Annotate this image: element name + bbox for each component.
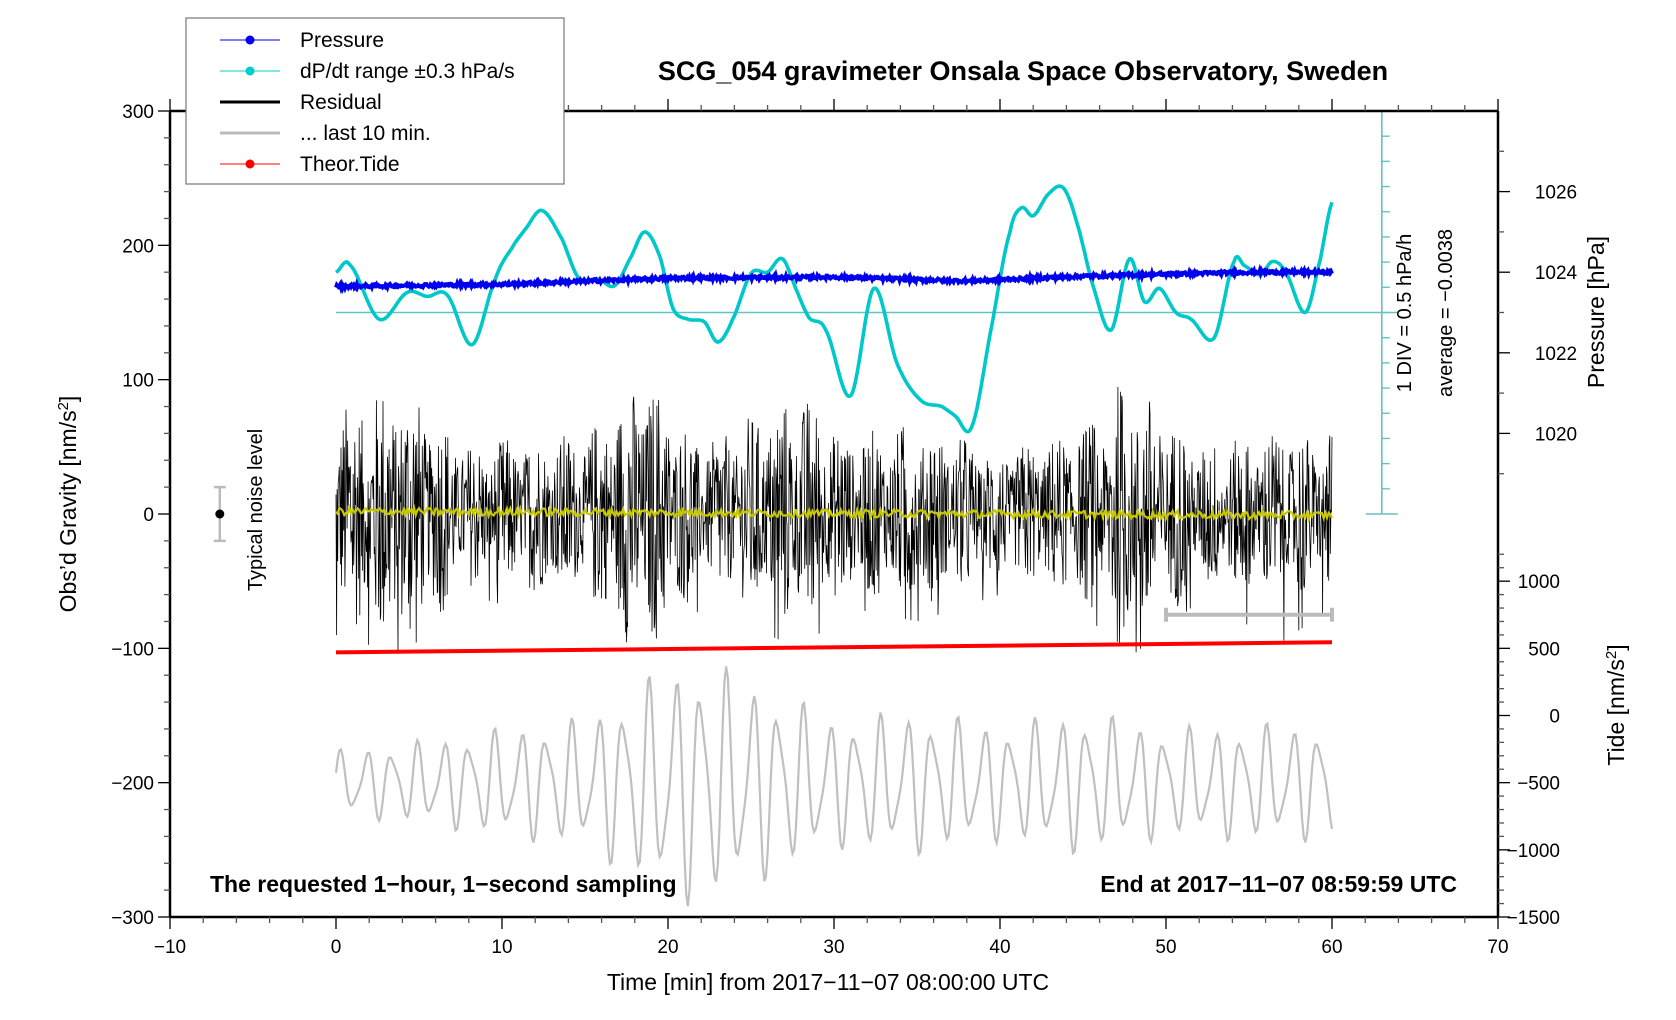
pressure-tick-label: 1022 (1535, 344, 1577, 365)
y-axis-title-end: ] (55, 396, 81, 402)
pressure-axis-title: Pressure [hPa] (1583, 236, 1609, 388)
tide-tick-label: 0 (1549, 707, 1560, 728)
legend-marker-dpdt (245, 66, 255, 76)
legend: Pressure dP/dt range ±0.3 hPa/s Residual..… (185, 17, 565, 185)
pressure-tick-label: 1026 (1535, 183, 1577, 204)
tide-axis-title-sup: 2 (1603, 651, 1620, 659)
x-tick-label: 40 (989, 937, 1010, 958)
series-residual-smoothed (335, 503, 1333, 524)
noise-level-point (215, 509, 225, 519)
tide-tick-label: 1000 (1518, 572, 1560, 593)
chart-title: SCG_054 gravimeter Onsala Space Observat… (658, 56, 1388, 86)
tide-axis-title: Tide [nm/s2] (1603, 644, 1629, 765)
pressure-tick-label: 1020 (1535, 424, 1577, 445)
tide-axis-title-end: ] (1603, 644, 1629, 650)
tide-tick-label: −1000 (1507, 841, 1560, 862)
x-tick-label: 10 (491, 937, 512, 958)
legend-label-dpdt: dP/dt range ±0.3 hPa/s (300, 60, 515, 83)
legend-entries: Pressure dP/dt range ±0.3 hPa/s Residual..… (220, 29, 515, 176)
tide-tick-label: −1500 (1507, 908, 1560, 929)
y-tick-label: 0 (143, 505, 154, 526)
axes-layer: −10 0 10 20 30 40 50 60 70−300−200−1000100200300… (111, 99, 1578, 958)
x-tick-label: 70 (1487, 937, 1508, 958)
noise-level-label: Typical noise level (245, 429, 267, 591)
y-axis-title-main: Obs’d Gravity [nm/s (55, 410, 81, 612)
legend-label-residual: Residual (300, 91, 382, 114)
annotation-sampling: The requested 1−hour, 1−second sampling (210, 871, 677, 897)
x-tick-label: 60 (1321, 937, 1342, 958)
y-axis-title-sup: 2 (55, 402, 72, 410)
y-tick-label: −200 (111, 774, 154, 795)
y-tick-label: −300 (111, 908, 154, 929)
legend-label-tide: Theor.Tide (300, 153, 400, 176)
x-tick-label: 50 (1155, 937, 1176, 958)
series-pressure (334, 263, 1334, 295)
legend-label-last10: ... last 10 min. (300, 122, 431, 145)
y-axis-title: Obs’d Gravity [nm/s2] (55, 396, 81, 613)
annotation-end-time: End at 2017−11−07 08:59:59 UTC (1100, 871, 1457, 897)
y-tick-label: 300 (122, 102, 154, 123)
pressure-tick-label: 1024 (1535, 263, 1578, 284)
tide-axis-title-main: Tide [nm/s (1603, 659, 1629, 766)
legend-marker-tide (245, 159, 255, 169)
x-tick-label: −10 (154, 937, 186, 958)
series-last-10-min (334, 666, 1334, 907)
x-tick-label: 0 (331, 937, 342, 958)
y-tick-label: 200 (122, 236, 154, 257)
series-layer (213, 110, 1398, 907)
y-tick-label: −100 (111, 639, 154, 660)
legend-label-pressure: Pressure (300, 29, 384, 52)
average-label: average = −0.0038 (1435, 229, 1457, 397)
div-label: 1 DIV = 0.5 hPa/h (1394, 234, 1416, 392)
tide-tick-label: −500 (1517, 774, 1560, 795)
series-theor-tide (335, 640, 1333, 655)
tide-tick-label: 500 (1528, 639, 1560, 660)
x-tick-label: 30 (823, 937, 844, 958)
series-dpdt (335, 184, 1334, 434)
x-axis-title: Time [min] from 2017−11−07 08:00:00 UTC (607, 969, 1049, 995)
x-tick-label: 20 (657, 937, 678, 958)
legend-marker-pressure (245, 35, 255, 45)
y-tick-label: 100 (122, 371, 154, 392)
